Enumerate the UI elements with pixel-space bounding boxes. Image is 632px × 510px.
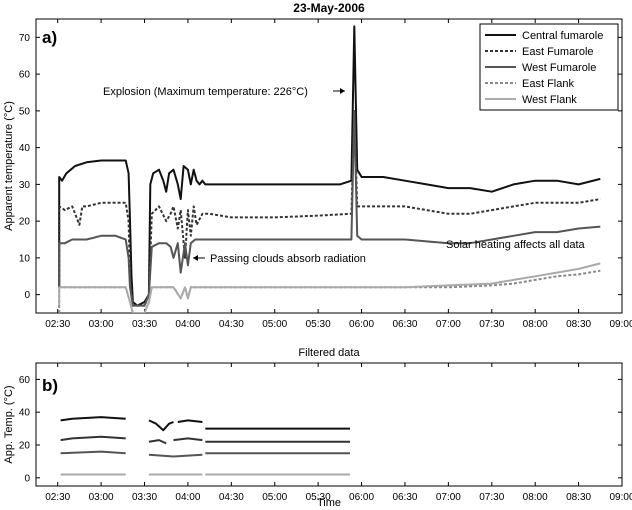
x-tick-label: 02:30 <box>45 492 70 503</box>
x-tick-label: 05:30 <box>306 492 331 503</box>
y-tick-label: 20 <box>19 441 31 452</box>
annotation-2: Solar heating affects all data <box>446 239 585 251</box>
x-tick-label: 04:00 <box>175 319 200 330</box>
panel-label: a) <box>42 28 57 47</box>
series-line-east-fumarole <box>148 439 167 445</box>
y-tick-label: 60 <box>19 70 31 81</box>
y-tick-label: 0 <box>24 290 30 301</box>
x-tick-label: 08:30 <box>566 319 591 330</box>
annotation-arrow-head-0 <box>340 88 345 94</box>
x-tick-label: 05:00 <box>262 492 287 503</box>
series-line-east-fumarole <box>173 437 203 442</box>
panel-1-series-group <box>60 416 350 476</box>
x-tick-label: 03:00 <box>89 319 114 330</box>
x-tick-label: 04:30 <box>219 492 244 503</box>
x-tick-label: 02:30 <box>45 319 70 330</box>
legend-label-central-fumarole: Central fumarole <box>522 30 603 42</box>
y-tick-label: 10 <box>19 253 31 264</box>
x-tick-label: 04:30 <box>219 319 244 330</box>
x-tick-label: 03:00 <box>89 492 114 503</box>
x-tick-label: 03:30 <box>132 492 157 503</box>
x-tick-label: 08:00 <box>523 319 548 330</box>
legend-label-west-fumarole: West Fumarole <box>522 62 596 74</box>
y-tick-label: 30 <box>19 180 31 191</box>
x-tick-label: 06:00 <box>349 319 374 330</box>
y-tick-label: 40 <box>19 408 31 419</box>
x-tick-label: 06:30 <box>392 319 417 330</box>
series-line-east-fumarole <box>60 435 126 442</box>
y-tick-label: 40 <box>19 143 31 154</box>
annotation-1: Passing clouds absorb radiation <box>210 253 366 265</box>
series-line-central-fumarole <box>58 25 601 307</box>
series-line-east-fumarole <box>58 109 601 307</box>
series-line-west-fumarole <box>60 450 126 455</box>
y-tick-label: 70 <box>19 33 31 44</box>
series-line-central-fumarole <box>60 416 126 422</box>
x-tick-label: 09:00 <box>609 319 632 330</box>
y-axis-label: App. Temp. (°C) <box>3 385 15 463</box>
x-tick-label: 09:00 <box>609 492 632 503</box>
x-tick-label: 08:00 <box>523 492 548 503</box>
annotation-arrow-head-1 <box>193 255 198 261</box>
x-tick-label: 07:30 <box>479 319 504 330</box>
y-tick-label: 60 <box>19 375 31 386</box>
x-tick-label: 07:00 <box>436 319 461 330</box>
x-tick-label: 07:30 <box>479 492 504 503</box>
x-axis-label: Time <box>317 497 341 509</box>
annotation-0: Explosion (Maximum temperature: 226°C) <box>103 86 308 98</box>
panel-label: b) <box>42 376 58 395</box>
y-axis-label: Apparent temperature (°C) <box>3 101 15 231</box>
panel-b-title: Filtered data <box>298 347 360 359</box>
x-tick-label: 05:30 <box>306 319 331 330</box>
series-line-central-fumarole <box>177 419 203 423</box>
panel-0-frame <box>35 18 623 314</box>
x-tick-label: 03:30 <box>132 319 157 330</box>
series-line-west-fumarole <box>58 109 601 307</box>
x-tick-label: 08:30 <box>566 492 591 503</box>
legend-label-east-flank: East Flank <box>522 78 574 90</box>
legend-label-west-flank: West Flank <box>522 94 577 106</box>
series-line-central-fumarole <box>148 419 174 432</box>
y-tick-label: 20 <box>19 217 31 228</box>
x-tick-label: 06:00 <box>349 492 374 503</box>
legend-label-east-fumarole: East Fumarole <box>522 46 594 58</box>
series-line-west-fumarole <box>148 453 203 458</box>
x-tick-label: 05:00 <box>262 319 287 330</box>
series-line-east-flank <box>58 269 601 313</box>
series-line-west-flank <box>58 262 601 313</box>
panel-1-frame <box>35 362 623 487</box>
panel-0-series-group <box>58 25 601 313</box>
y-tick-label: 50 <box>19 106 31 117</box>
y-tick-label: 0 <box>24 473 30 484</box>
x-tick-label: 04:00 <box>175 492 200 503</box>
chart-title: 23-May-2006 <box>293 1 365 15</box>
x-tick-label: 06:30 <box>392 492 417 503</box>
x-tick-label: 07:00 <box>436 492 461 503</box>
